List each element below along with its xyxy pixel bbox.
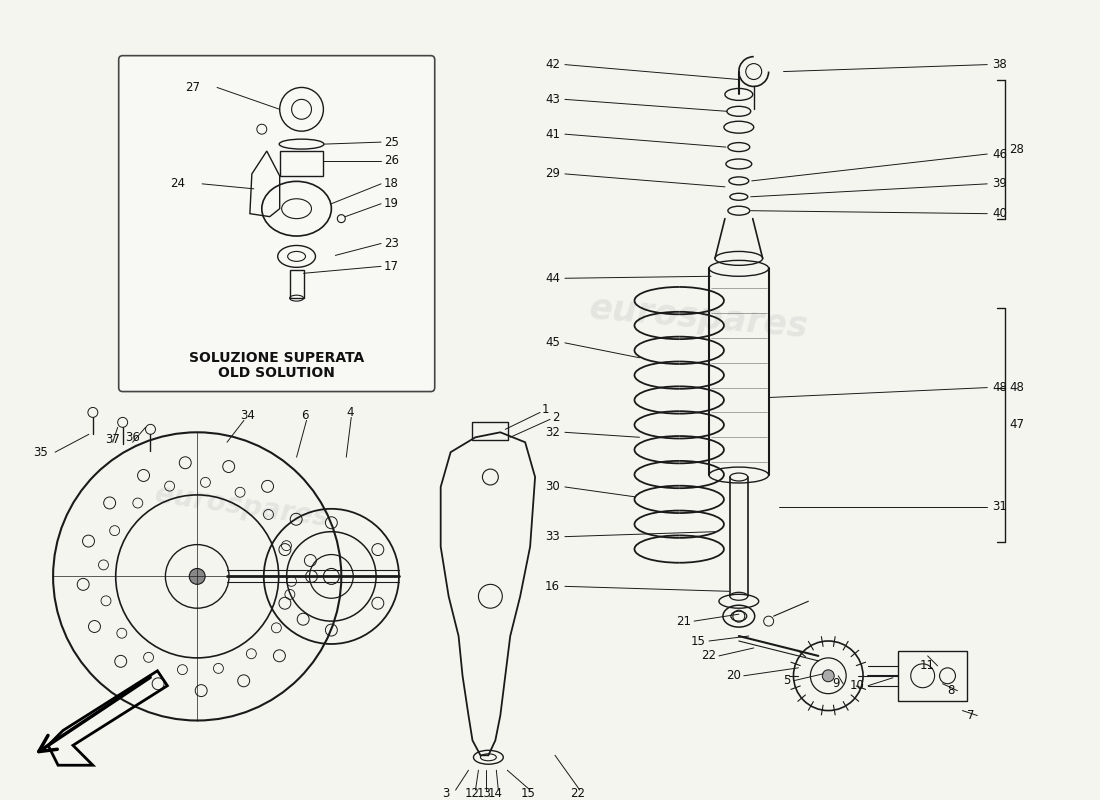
Text: 4: 4: [346, 406, 354, 419]
Bar: [473, 422, 508, 440]
Bar: [289, 270, 304, 298]
Text: 10: 10: [850, 679, 865, 692]
Text: 21: 21: [676, 614, 691, 628]
Text: 24: 24: [170, 178, 186, 190]
Text: 33: 33: [546, 530, 560, 543]
Bar: [279, 151, 323, 176]
Text: 22: 22: [570, 786, 585, 799]
Text: 22: 22: [701, 650, 716, 662]
Text: 15: 15: [691, 634, 706, 647]
Text: 47: 47: [1009, 418, 1024, 431]
Text: 15: 15: [520, 786, 536, 799]
Text: 17: 17: [384, 260, 399, 273]
Text: 1: 1: [542, 403, 550, 416]
FancyBboxPatch shape: [119, 56, 435, 391]
Text: eurospares: eurospares: [153, 481, 331, 533]
Circle shape: [189, 569, 206, 584]
Text: 42: 42: [544, 58, 560, 71]
Text: 27: 27: [185, 81, 200, 94]
Text: 30: 30: [546, 481, 560, 494]
Text: 45: 45: [546, 336, 560, 350]
Text: 14: 14: [487, 786, 503, 799]
Text: 3: 3: [442, 786, 449, 799]
Text: 5: 5: [783, 674, 791, 687]
Text: 6: 6: [301, 409, 309, 422]
Text: 31: 31: [992, 500, 1008, 514]
Text: 41: 41: [544, 128, 560, 141]
Text: 37: 37: [104, 433, 120, 446]
Text: 34: 34: [240, 409, 255, 422]
Text: 35: 35: [33, 446, 48, 458]
Text: 38: 38: [992, 58, 1007, 71]
Text: 8: 8: [947, 684, 955, 697]
Text: 40: 40: [992, 207, 1008, 220]
Text: 28: 28: [1009, 142, 1024, 155]
Text: 7: 7: [967, 709, 975, 722]
Text: 18: 18: [384, 178, 399, 190]
Text: eurospares: eurospares: [588, 291, 810, 345]
Text: eurospares: eurospares: [131, 252, 353, 324]
Circle shape: [823, 670, 834, 682]
Text: 23: 23: [384, 237, 399, 250]
Text: SOLUZIONE SUPERATA: SOLUZIONE SUPERATA: [189, 350, 364, 365]
Text: OLD SOLUTION: OLD SOLUTION: [218, 366, 336, 380]
Text: 12: 12: [465, 786, 480, 799]
Text: 2: 2: [552, 411, 560, 424]
Text: 11: 11: [920, 659, 935, 672]
Text: 9: 9: [833, 678, 840, 690]
Text: 48: 48: [1009, 381, 1024, 394]
Text: 19: 19: [384, 198, 399, 210]
Bar: [898, 651, 967, 701]
Text: 25: 25: [384, 136, 399, 149]
Text: 13: 13: [477, 786, 492, 799]
Text: 44: 44: [544, 272, 560, 285]
Text: 48: 48: [992, 381, 1008, 394]
Text: 26: 26: [384, 154, 399, 167]
Text: 16: 16: [544, 580, 560, 593]
Text: 32: 32: [546, 426, 560, 439]
Text: 39: 39: [992, 178, 1008, 190]
Text: 29: 29: [544, 167, 560, 181]
Text: 43: 43: [546, 93, 560, 106]
Text: 46: 46: [992, 147, 1008, 161]
Text: 20: 20: [726, 670, 740, 682]
Text: 36: 36: [125, 430, 140, 444]
